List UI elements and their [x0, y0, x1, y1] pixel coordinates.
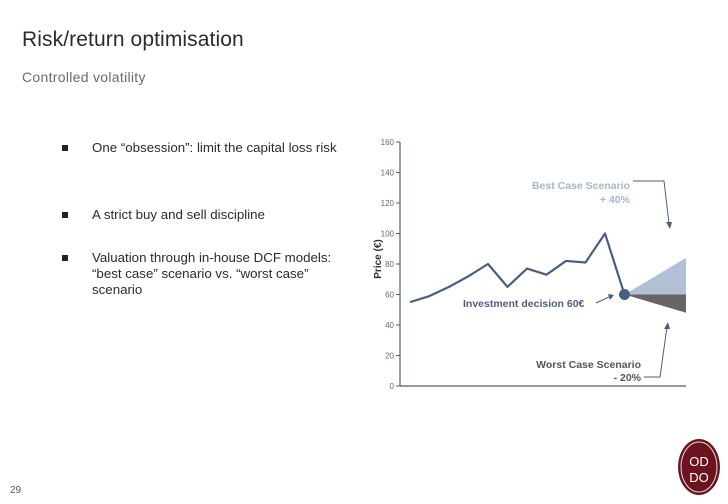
best-case-label: Best Case Scenario	[532, 180, 630, 192]
logo-letters-top: OD	[689, 454, 709, 469]
bullet-square-icon	[62, 255, 68, 261]
company-logo: OD DO	[678, 439, 720, 495]
bullet-square-icon	[62, 212, 68, 218]
worst-case-leader	[644, 326, 668, 378]
bullet-square-icon	[62, 145, 68, 151]
investment-leader	[595, 296, 610, 304]
best-case-area	[624, 257, 686, 295]
y-tick-label: 40	[385, 321, 394, 330]
investment-point	[619, 289, 630, 300]
y-tick-label: 60	[385, 291, 394, 300]
best-case-leader	[633, 180, 670, 225]
y-tick-label: 120	[381, 199, 395, 208]
bullet-text: A strict buy and sell discipline	[92, 207, 265, 222]
arrow-icon	[664, 322, 670, 329]
logo-letters-bottom: DO	[689, 470, 709, 485]
y-tick-label: 20	[385, 352, 394, 361]
slide-subtitle: Controlled volatility	[22, 69, 146, 85]
bullet-text: Valuation through in-house DCF models: “…	[92, 250, 332, 297]
price-line	[409, 232, 626, 304]
y-axis: 0 20 40 60 80 100 120 140 160 Price (€)	[373, 138, 686, 391]
arrow-icon	[666, 222, 672, 229]
scenario-fills	[624, 257, 686, 313]
y-tick-label: 0	[390, 382, 395, 391]
y-tick-label: 140	[381, 169, 395, 178]
y-tick-label: 80	[385, 260, 394, 269]
best-case-percent: + 40%	[600, 194, 631, 206]
bullet-text: One “obsession”: limit the capital loss …	[92, 140, 337, 155]
chart-annotations: Best Case Scenario + 40% Worst Case Scenar…	[463, 180, 672, 384]
y-tick-label: 160	[381, 138, 395, 147]
slide-title: Risk/return optimisation	[22, 28, 244, 51]
slide-number: 29	[10, 485, 22, 496]
y-axis-label: Price (€)	[373, 239, 384, 278]
worst-case-percent: - 20%	[614, 372, 642, 384]
arrow-icon	[608, 294, 614, 300]
worst-case-label: Worst Case Scenario	[536, 359, 641, 371]
y-tick-label: 100	[381, 230, 395, 239]
price-series	[409, 232, 630, 304]
worst-case-area	[624, 294, 686, 313]
investment-label: Investment decision 60€	[463, 298, 585, 310]
